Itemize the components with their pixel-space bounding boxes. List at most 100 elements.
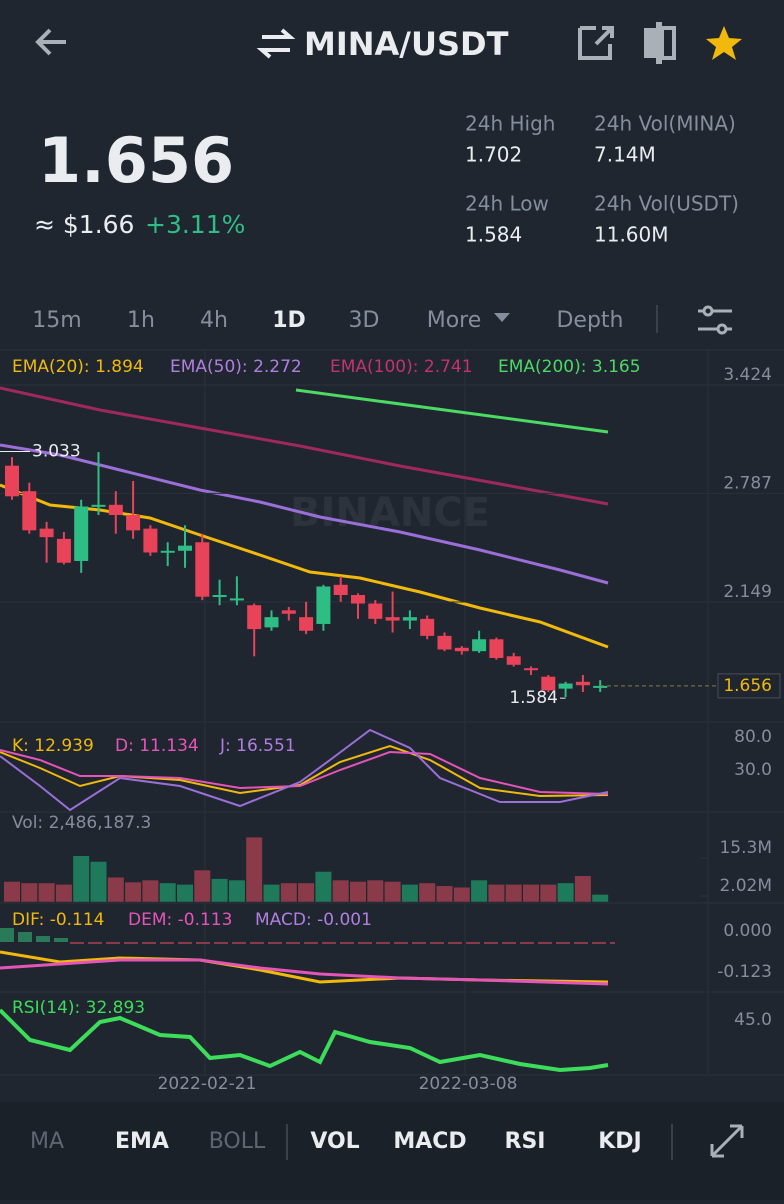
volume-bar — [21, 883, 38, 902]
volume-bar — [401, 884, 418, 902]
interval-tab[interactable]: More — [427, 308, 482, 333]
indicator-tab[interactable]: BOLL — [209, 1129, 266, 1154]
interval-tab[interactable]: 1h — [127, 308, 155, 333]
candle-body — [506, 656, 521, 665]
indicator-tab[interactable]: MA — [30, 1129, 64, 1154]
candle-body — [126, 515, 141, 531]
volume-bar — [419, 883, 436, 902]
candle-body — [575, 681, 590, 686]
volume-bar — [505, 884, 522, 902]
stat-label: 24h High — [465, 112, 555, 136]
volume-bar — [263, 884, 280, 902]
interval-tab[interactable]: 15m — [32, 308, 81, 333]
volume-bar — [592, 894, 609, 902]
last-price: 1.656 — [38, 124, 234, 197]
volume-bar — [523, 884, 539, 902]
compare-icon[interactable] — [644, 22, 676, 64]
macd-legend: DIF: -0.114 — [12, 910, 105, 930]
volume-axis-label: 2.02M — [719, 876, 772, 896]
candle-body — [316, 586, 331, 624]
candle-body — [281, 610, 296, 614]
volume-bar — [4, 881, 20, 902]
candle-body — [351, 595, 365, 604]
candle-body — [195, 542, 210, 597]
stat-value: 7.14M — [594, 143, 656, 167]
candle-body — [472, 639, 487, 652]
indicator-tab[interactable]: KDJ — [598, 1129, 642, 1154]
swap-icon[interactable] — [256, 28, 296, 59]
interval-tab[interactable]: 4h — [200, 308, 228, 333]
price-axis-label: 2.149 — [723, 582, 772, 602]
candle-body — [108, 504, 123, 516]
indicator-tab[interactable]: RSI — [505, 1129, 546, 1154]
stat-label: 24h Low — [465, 192, 549, 216]
interval-tab[interactable]: 1D — [272, 308, 306, 333]
candle-body — [264, 617, 279, 628]
indicator-tab[interactable]: MACD — [393, 1129, 466, 1154]
settings-icon[interactable] — [698, 305, 732, 335]
stat-label: 24h Vol(USDT) — [594, 192, 739, 216]
stat-value: 1.702 — [465, 143, 522, 167]
volume-bar — [315, 871, 332, 902]
volume-bar — [488, 884, 505, 902]
pair-title[interactable]: MINA/USDT — [304, 25, 509, 63]
stat-value: 11.60M — [594, 223, 669, 247]
interval-tab[interactable]: 3D — [349, 308, 380, 333]
kdj-legend: D: 11.134 — [115, 736, 199, 756]
candle-body — [524, 668, 538, 671]
interval-tab[interactable]: Depth — [556, 308, 623, 333]
volume-legend: Vol: 2,486,187.3 — [12, 813, 151, 833]
candle-body — [454, 647, 469, 652]
ema-legend: EMA(200): 3.165 — [498, 357, 641, 377]
low-marker: 1.584 — [509, 688, 558, 708]
candle-body — [39, 528, 54, 538]
candle-body — [229, 598, 244, 601]
volume-bar — [142, 880, 159, 902]
volume-bar — [211, 878, 228, 902]
candle-body — [212, 595, 227, 598]
candle-body — [143, 528, 158, 553]
volume-bar — [367, 880, 384, 902]
indicator-tab[interactable]: EMA — [115, 1129, 169, 1154]
kdj-legend: J: 16.551 — [219, 736, 296, 756]
date-label: 2022-02-21 — [158, 1074, 257, 1094]
share-icon[interactable] — [578, 26, 614, 60]
price-axis-label: 2.787 — [723, 473, 772, 493]
volume-bar — [125, 882, 142, 902]
back-button[interactable] — [35, 28, 66, 56]
date-label: 2022-03-08 — [419, 1074, 518, 1094]
rsi-line — [0, 1008, 609, 1073]
axis-label: 45.0 — [734, 1010, 772, 1030]
volume-bar — [38, 883, 55, 902]
indicator-tab[interactable]: VOL — [310, 1129, 359, 1154]
ema-legend: EMA(20): 1.894 — [12, 357, 144, 377]
kdj-legend: K: 12.939 — [12, 736, 94, 756]
candle-body — [299, 617, 314, 631]
axis-label: 0.000 — [723, 921, 772, 941]
candle-body — [420, 618, 435, 636]
volume-bar — [55, 884, 72, 902]
price-change: +3.11% — [145, 210, 245, 239]
macd-legend: MACD: -0.001 — [255, 910, 372, 930]
candle-body — [22, 491, 37, 531]
indicator-bar — [0, 1102, 784, 1200]
volume-bar — [350, 881, 366, 902]
axis-label: 80.0 — [734, 727, 772, 747]
candle-body — [5, 465, 19, 497]
volume-bar — [540, 884, 557, 902]
current-price-box — [717, 673, 781, 699]
grid — [0, 350, 784, 1076]
stat-value: 1.584 — [465, 223, 522, 247]
macd-histogram — [0, 928, 68, 942]
macd-lines — [0, 950, 609, 986]
volume-bar — [280, 883, 297, 902]
rsi-legend: RSI(14): 32.893 — [12, 998, 145, 1018]
current-price-label: 1.656 — [723, 676, 772, 696]
candle-body — [437, 635, 452, 650]
favorite-star[interactable] — [706, 26, 742, 60]
axis-label: 30.0 — [734, 760, 772, 780]
volume-bar — [246, 837, 263, 902]
fullscreen-icon[interactable] — [710, 1124, 744, 1158]
volume-bar — [332, 880, 349, 902]
volume-bar — [298, 883, 315, 902]
